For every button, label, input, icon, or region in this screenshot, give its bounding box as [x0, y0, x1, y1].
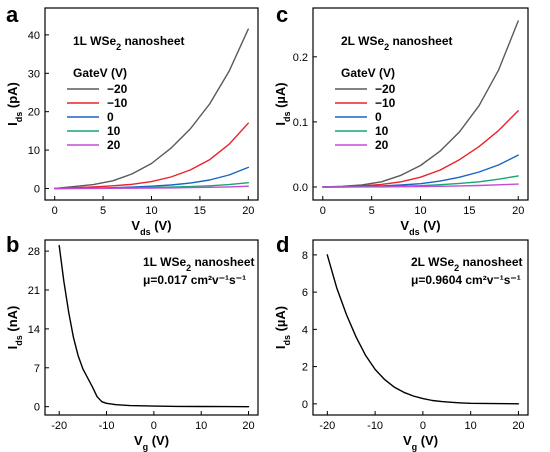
legend-entry: 0	[107, 110, 114, 124]
y-tick-label: 0.0	[293, 182, 308, 194]
x-tick-label: 15	[463, 205, 475, 217]
legend-entry: 20	[375, 138, 389, 152]
legend-title: GateV (V)	[341, 66, 395, 80]
x-tick-label: 20	[512, 205, 524, 217]
x-tick-label: 5	[100, 205, 106, 217]
y-axis-label: Ids (µA)	[273, 82, 292, 125]
x-tick-label: 0	[52, 205, 58, 217]
y-tick-label: 8	[302, 250, 308, 262]
series-line-neg10	[54, 122, 249, 190]
x-tick-label: -10	[99, 420, 115, 432]
plot-frame	[44, 239, 259, 416]
mobility-annotation: μ=0.017 cm²v⁻¹s⁻¹	[143, 273, 246, 287]
x-tick-label: -10	[367, 420, 383, 432]
x-tick-label: 5	[369, 205, 375, 217]
series-line	[58, 244, 250, 408]
series-line-neg20	[54, 28, 249, 190]
y-tick-label: 0	[34, 183, 40, 195]
y-tick-label: 0.2	[293, 52, 308, 64]
legend-entry: −10	[107, 96, 128, 110]
y-tick-label: 40	[28, 30, 40, 42]
y-tick-label: 7	[34, 363, 40, 375]
plot-title: 2L WSe2 nanosheet	[411, 255, 523, 273]
plot-title: 1L WSe2 nanosheet	[143, 255, 255, 273]
panel-d: d -20 -10 0 10 20 0 2 4 6 8 Vg (V) Ids (µA) 2L WSe2 n…	[273, 232, 529, 452]
series-line-neg10	[322, 110, 519, 188]
x-tick-label: 0	[320, 205, 326, 217]
plot-frame	[312, 239, 529, 416]
x-tick-label: 0	[420, 420, 426, 432]
x-tick-label: -20	[319, 420, 335, 432]
x-axis-label: Vds (V)	[131, 218, 171, 237]
series-line-neg20	[322, 20, 519, 188]
legend-entry: 10	[375, 124, 389, 138]
mobility-annotation: μ=0.9604 cm²v⁻¹s⁻¹	[411, 273, 521, 287]
x-axis-label: Vg (V)	[134, 433, 169, 452]
series-line-20	[322, 183, 519, 188]
legend-entry: −20	[107, 82, 128, 96]
y-tick-label: 0	[34, 402, 40, 414]
legend-entry: −10	[375, 96, 396, 110]
legend-entry: −20	[375, 82, 396, 96]
y-axis-label: Ids (µA)	[273, 306, 292, 349]
legend-title: GateV (V)	[73, 66, 127, 80]
x-tick-label: 20	[242, 420, 254, 432]
y-tick-label: 4	[302, 324, 308, 336]
x-tick-label: 20	[512, 420, 524, 432]
panel-letter-a: a	[6, 2, 19, 27]
y-tick-label: 10	[28, 145, 40, 157]
y-tick-label: 6	[302, 287, 308, 299]
plot-title: 1L WSe2 nanosheet	[73, 34, 185, 52]
series-line-0	[322, 154, 519, 188]
y-tick-label: 2	[302, 362, 308, 374]
x-tick-label: 10	[414, 205, 426, 217]
series-line	[326, 254, 520, 405]
y-tick-label: 14	[28, 324, 40, 336]
panel-b: b -20 -10 0 10 20 0 7 14 21 28 Vg (V) Ids (nA) 1L WSe…	[5, 232, 259, 452]
x-tick-label: 10	[195, 420, 207, 432]
panel-letter-d: d	[276, 232, 289, 257]
x-tick-label: 0	[151, 420, 157, 432]
y-axis-label: Ids (pA)	[5, 82, 24, 126]
y-axis-label: Ids (nA)	[5, 306, 24, 350]
x-tick-label: 10	[465, 420, 477, 432]
legend-entry: 10	[107, 124, 121, 138]
y-tick-label: 20	[28, 107, 40, 119]
y-tick-label: 0.1	[293, 117, 308, 129]
legend-entry: 20	[107, 138, 121, 152]
panel-letter-c: c	[276, 2, 288, 27]
x-axis-label: Vds (V)	[400, 218, 440, 237]
x-axis-label: Vg (V)	[403, 433, 438, 452]
panel-c: c 0 5 10 15 20 0.0 0.1 0.2 Vds (V) Ids (µA) 2L WSe2…	[273, 2, 529, 237]
x-tick-label: 20	[242, 205, 254, 217]
x-tick-label: 10	[145, 205, 157, 217]
panel-letter-b: b	[6, 232, 19, 257]
x-tick-label: -20	[51, 420, 67, 432]
y-tick-label: 21	[28, 285, 40, 297]
series-line-20	[54, 185, 249, 190]
y-tick-label: 30	[28, 68, 40, 80]
y-tick-label: 28	[28, 246, 40, 258]
x-tick-label: 15	[194, 205, 206, 217]
plot-title: 2L WSe2 nanosheet	[341, 34, 453, 52]
y-tick-label: 0	[302, 399, 308, 411]
legend-entry: 0	[375, 110, 382, 124]
